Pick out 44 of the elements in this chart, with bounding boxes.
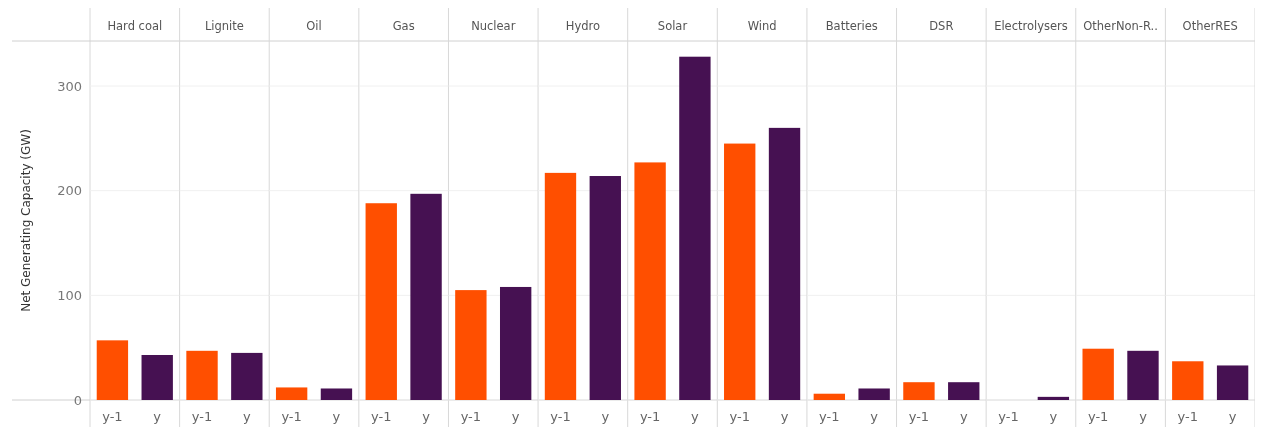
x-tick-label: y-1 [639, 409, 661, 424]
chart-title: Electrolysers [994, 19, 1068, 33]
x-tick-label: y-1 [729, 409, 750, 424]
chart-title: Hard coal [107, 19, 163, 33]
x-tick-label: y-1 [281, 409, 302, 424]
x-tick-label: y-1 [460, 409, 482, 424]
x-tick-label: y-1 [371, 409, 392, 424]
y-tick-label: 100 [57, 287, 82, 303]
x-tick-label: y-1 [102, 409, 123, 424]
x-tick-label: y [242, 409, 251, 424]
x-tick-label: y [1049, 409, 1058, 424]
chart-title: Lignite [204, 19, 244, 33]
chart-title: Oil [306, 19, 322, 33]
chart-title: Gas [392, 19, 415, 33]
chart-title: OtherRES [1182, 19, 1238, 33]
chart-title: DSR [929, 19, 954, 33]
x-tick-label: y [1139, 409, 1148, 424]
x-tick-label: y [1228, 409, 1237, 424]
x-tick-label: y-1 [191, 409, 213, 424]
x-tick-label: y [511, 409, 520, 424]
x-tick-label: y [422, 409, 431, 424]
x-tick-label: y [959, 409, 968, 424]
x-tick-label: y-1 [1177, 409, 1199, 424]
y-tick-label: 0 [73, 392, 82, 408]
y-axis-title: Net Generating Capacity (GW) [19, 129, 33, 312]
chart-title: Nuclear [471, 19, 516, 33]
chart-title: Hydro [565, 19, 601, 33]
chart-title: Solar [657, 19, 688, 33]
x-tick-label: y-1 [908, 409, 930, 424]
x-tick-label: y [332, 409, 341, 424]
chart-title: OtherNon-R.. [1083, 19, 1158, 33]
y-tick-label: 200 [57, 183, 82, 199]
x-tick-label: y [870, 409, 879, 424]
x-tick-label: y-1 [998, 409, 1019, 424]
chart-title: Wind [747, 19, 777, 33]
x-tick-label: y [691, 409, 700, 424]
x-tick-label: y-1 [819, 409, 840, 424]
x-tick-label: y-1 [550, 409, 571, 424]
x-tick-label: y [601, 409, 610, 424]
x-tick-label: y-1 [1087, 409, 1109, 424]
y-tick-label: 300 [57, 78, 82, 94]
chart-title: Batteries [825, 19, 878, 33]
x-tick-label: y [780, 409, 789, 424]
x-tick-label: y [153, 409, 162, 424]
